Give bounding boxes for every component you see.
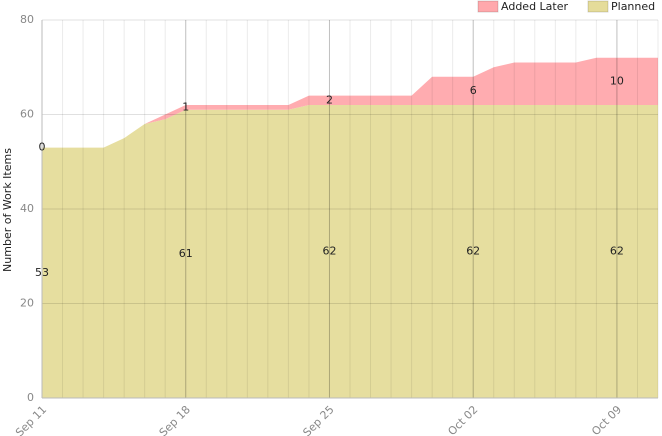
area [42,105,658,399]
y-tick-label: 80 [20,13,34,26]
area [42,57,658,148]
x-tick-label: Sep 18 [157,403,193,436]
y-tick-label: 40 [20,202,34,215]
y-tick-label: 0 [27,391,34,404]
x-tick-label: Sep 11 [13,403,49,436]
legend-label: Added Later [501,0,568,13]
x-tick-label: Sep 25 [300,403,336,436]
y-tick-label: 60 [20,108,34,121]
data-label: 62 [466,245,480,258]
x-tick-label: Oct 02 [445,403,480,436]
legend-swatch [587,0,609,13]
data-label: 10 [610,74,624,87]
data-label: 53 [35,266,49,279]
x-tick-label: Oct 09 [589,403,624,436]
data-label: 6 [470,84,477,97]
data-label: 2 [326,93,333,106]
legend-label: Planned [611,0,655,13]
data-label: 0 [39,141,46,154]
y-tick-label: 20 [20,297,34,310]
data-label: 61 [179,247,193,260]
data-label: 62 [610,245,624,258]
y-axis-title: Number of Work Items [1,148,14,272]
data-label: 62 [322,245,336,258]
legend-swatch [477,0,499,13]
data-label: 1 [182,100,189,113]
